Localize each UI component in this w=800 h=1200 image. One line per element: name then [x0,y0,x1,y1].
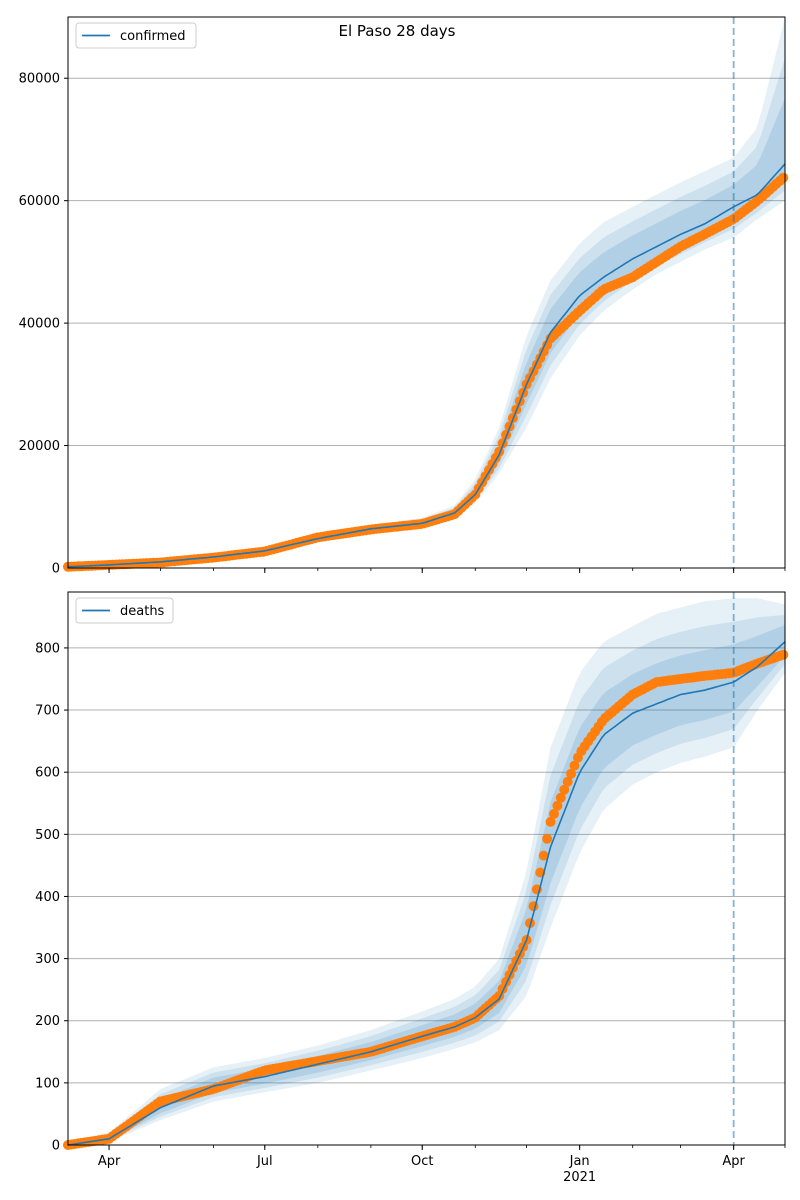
model-line [67,641,786,1146]
y-tick-label: 0 [52,1139,60,1154]
observed-point [545,816,556,827]
x-year-label: 2021 [563,1170,596,1185]
y-tick-label: 200 [35,1014,60,1029]
observed-point [778,649,789,660]
x-tick-label: Apr [722,1154,745,1169]
confidence-band [68,17,785,568]
observed-point [778,172,789,183]
x-tick-label: Jul [256,1154,273,1169]
confirmed-panel: 0 20000 40000 60000 80000 confirmed [19,16,789,577]
y-tick-label: 80000 [19,72,60,87]
confidence-band [68,97,785,568]
deaths-panel: 0 100 200 300 400 500 600 700 800 Apr Jul Oct Jan Apr… [35,591,789,1185]
observed-point [538,850,549,861]
model-line [67,163,786,568]
y-tick-label: 20000 [19,439,60,454]
y-tick-label: 400 [35,890,60,905]
confidence-band [68,58,785,568]
y-tick-label: 60000 [19,194,60,209]
observed-point [555,792,566,803]
observed-point [552,800,563,811]
legend: deaths [75,597,174,624]
legend-label: deaths [120,604,165,619]
x-tick-label: Oct [411,1154,433,1169]
y-tick-label: 100 [35,1076,60,1091]
observed-point [569,760,580,771]
legend: confirmed [75,22,197,49]
observed-point [525,918,535,929]
confidence-band [68,614,785,1145]
observed-point [562,776,573,787]
y-tick-label: 500 [35,828,60,843]
y-tick-label: 700 [35,704,60,719]
x-tick-label: Apr [98,1154,121,1169]
x-tick-label: Jan [569,1154,590,1169]
observed-point [542,833,553,844]
y-tick-label: 0 [52,562,60,577]
plot-frame [67,591,786,1146]
y-tick-label: 300 [35,952,60,967]
legend-label: confirmed [120,29,186,44]
observed-point [566,768,577,779]
plot-frame [67,16,786,569]
observed-point [559,784,570,795]
y-tick-label: 600 [35,766,60,781]
y-tick-label: 800 [35,641,60,656]
observed-point [549,808,559,819]
y-tick-label: 40000 [19,317,60,332]
confidence-band [68,598,785,1145]
chart-title: El Paso 28 days [339,22,456,40]
legend-box [75,597,174,624]
legend-box [75,22,197,49]
confidence-band [68,624,785,1145]
